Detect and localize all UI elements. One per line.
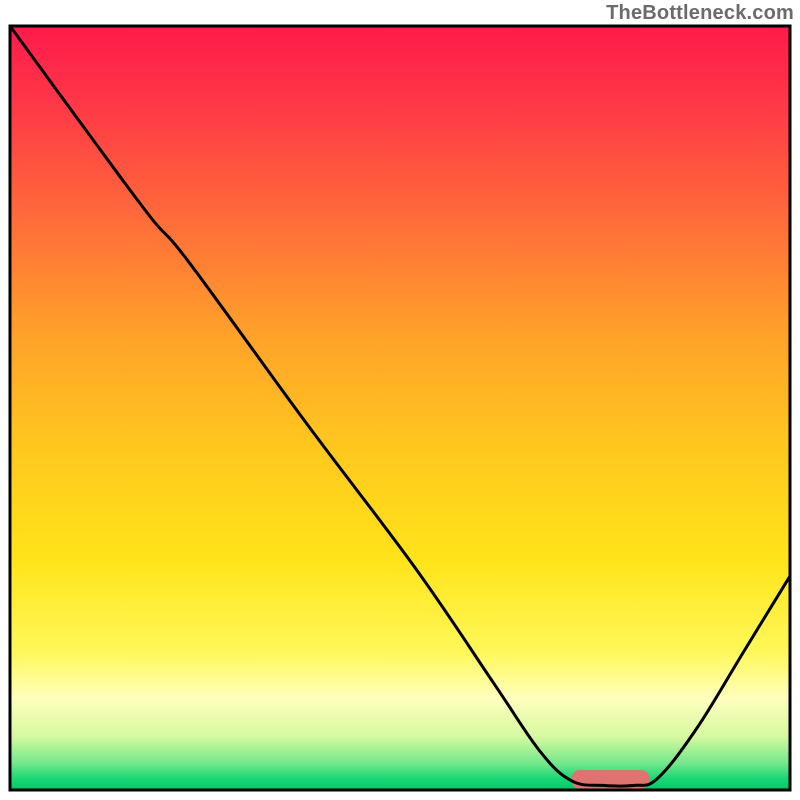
attribution-text: TheBottleneck.com <box>606 2 794 25</box>
gradient-background <box>10 26 790 790</box>
chart-stage: TheBottleneck.com <box>0 0 800 800</box>
bottleneck-chart <box>0 0 800 800</box>
